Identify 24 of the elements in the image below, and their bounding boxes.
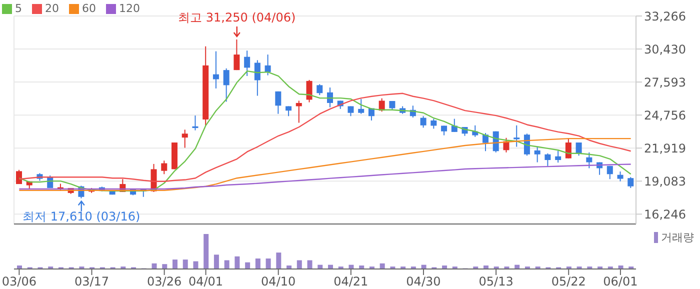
y-tick-label: 21,919 <box>644 141 686 156</box>
y-tick-label: 19,083 <box>644 174 686 188</box>
x-tick-label: 04/10 <box>261 274 296 289</box>
y-tick-label: 24,756 <box>644 108 686 122</box>
y-tick-label: 27,593 <box>644 75 686 90</box>
x-tick-label: 03/06 <box>2 274 36 289</box>
legend-label: 60 <box>82 2 96 15</box>
legend-label: 120 <box>119 2 140 15</box>
x-tick-label: 05/13 <box>478 274 514 289</box>
annotation: 최고 31,250 (04/06) <box>178 10 296 24</box>
x-tick-label: 06/01 <box>603 274 638 289</box>
legend-label: 거래량 <box>661 230 694 245</box>
x-tick-label: 04/21 <box>334 274 368 289</box>
legend-label: 20 <box>45 2 59 15</box>
x-tick-label: 03/26 <box>147 274 182 289</box>
y-tick-label: 33,266 <box>644 9 686 24</box>
x-tick-label: 04/30 <box>406 274 441 289</box>
x-tick-label: 03/17 <box>74 274 110 289</box>
y-tick-label: 16,246 <box>644 207 686 222</box>
x-tick-label: 04/01 <box>188 274 224 289</box>
x-tick-label: 05/22 <box>551 274 586 289</box>
legend-label: 5 <box>15 2 22 15</box>
y-tick-label: 30,430 <box>644 42 686 56</box>
annotation: 최저 17,610 (03/16) <box>22 209 140 224</box>
